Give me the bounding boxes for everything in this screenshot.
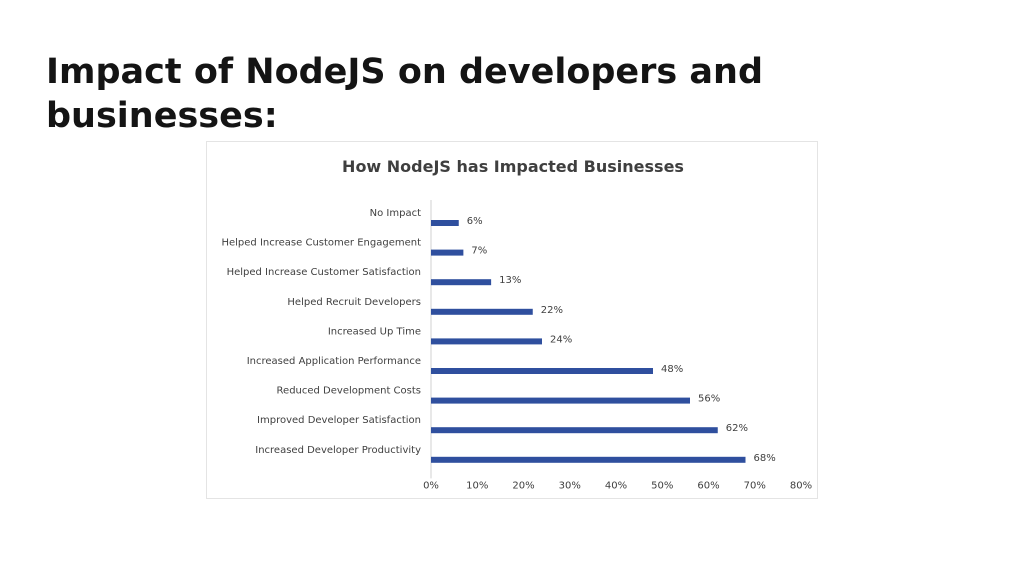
x-tick-label: 30% xyxy=(559,480,581,491)
category-label: Increased Application Performance xyxy=(247,356,421,367)
data-label: 68% xyxy=(754,453,776,464)
category-label: No Impact xyxy=(370,208,421,219)
bar xyxy=(431,220,459,226)
category-label: Increased Up Time xyxy=(328,326,421,337)
chart-container: How NodeJS has Impacted Businesses No Im… xyxy=(206,141,818,499)
bar xyxy=(431,397,690,404)
data-label: 48% xyxy=(661,364,683,375)
data-label: 6% xyxy=(467,216,483,227)
x-tick-label: 10% xyxy=(466,480,488,491)
bar xyxy=(431,308,533,315)
x-tick-label: 20% xyxy=(512,480,534,491)
x-tick-label: 40% xyxy=(605,480,627,491)
bar-chart: How NodeJS has Impacted Businesses No Im… xyxy=(221,157,812,491)
bar xyxy=(431,279,492,286)
category-label: Helped Increase Customer Satisfaction xyxy=(227,267,421,278)
bar xyxy=(431,368,653,374)
data-label: 62% xyxy=(726,423,748,434)
bar xyxy=(431,427,718,434)
x-tick-label: 50% xyxy=(651,480,673,491)
data-label: 7% xyxy=(471,246,487,257)
slide-title: Impact of NodeJS on developers and busin… xyxy=(46,52,764,136)
bar xyxy=(431,338,542,345)
x-tick-label: 60% xyxy=(697,480,719,491)
data-label: 56% xyxy=(698,394,720,405)
data-label: 24% xyxy=(550,334,572,345)
category-label: Reduced Development Costs xyxy=(277,386,421,397)
data-label: 13% xyxy=(499,275,521,286)
bar xyxy=(431,249,464,256)
category-label: Increased Developer Productivity xyxy=(255,445,421,456)
bar xyxy=(431,456,746,463)
x-tick-label: 70% xyxy=(744,480,766,491)
x-tick-label: 80% xyxy=(790,480,812,491)
category-label: Helped Recruit Developers xyxy=(287,297,421,308)
category-label: Improved Developer Satisfaction xyxy=(257,415,421,426)
category-label: Helped Increase Customer Engagement xyxy=(221,238,421,249)
x-tick-label: 0% xyxy=(423,480,439,491)
data-label: 22% xyxy=(541,305,563,316)
chart-title: How NodeJS has Impacted Businesses xyxy=(342,157,684,176)
